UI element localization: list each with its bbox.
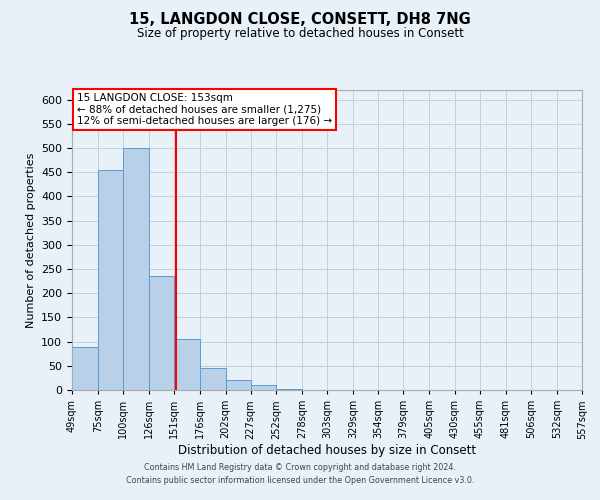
Text: Contains public sector information licensed under the Open Government Licence v3: Contains public sector information licen… bbox=[126, 476, 474, 485]
Bar bbox=[72, 348, 98, 390]
Text: Contains HM Land Registry data © Crown copyright and database right 2024.: Contains HM Land Registry data © Crown c… bbox=[144, 464, 456, 472]
Bar bbox=[199, 368, 226, 390]
Bar bbox=[251, 385, 276, 390]
Bar bbox=[276, 389, 302, 390]
Bar bbox=[175, 339, 200, 390]
X-axis label: Distribution of detached houses by size in Consett: Distribution of detached houses by size … bbox=[178, 444, 476, 457]
Bar bbox=[98, 170, 123, 390]
Y-axis label: Number of detached properties: Number of detached properties bbox=[26, 152, 35, 328]
Bar bbox=[123, 148, 149, 390]
Text: 15, LANGDON CLOSE, CONSETT, DH8 7NG: 15, LANGDON CLOSE, CONSETT, DH8 7NG bbox=[129, 12, 471, 28]
Bar bbox=[226, 380, 251, 390]
Text: 15 LANGDON CLOSE: 153sqm
← 88% of detached houses are smaller (1,275)
12% of sem: 15 LANGDON CLOSE: 153sqm ← 88% of detach… bbox=[77, 93, 332, 126]
Bar bbox=[149, 276, 175, 390]
Text: Size of property relative to detached houses in Consett: Size of property relative to detached ho… bbox=[137, 28, 463, 40]
